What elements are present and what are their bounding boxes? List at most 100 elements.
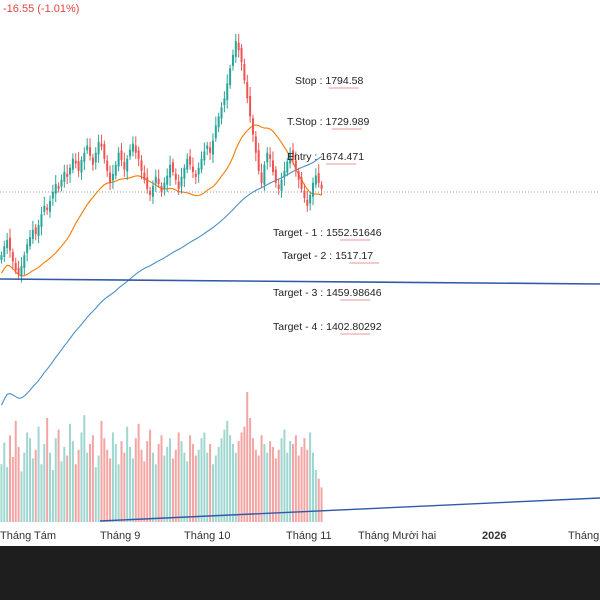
level-label-t-stop: T.Stop : 1729.989 [287, 116, 369, 128]
volume-bar [163, 455, 166, 522]
candle-body [300, 177, 303, 189]
volume-bar [126, 426, 129, 522]
candle-body [243, 64, 246, 81]
volume-bar [6, 467, 9, 522]
candle-body [91, 157, 94, 165]
volume-bar [251, 438, 254, 522]
volume-bar [169, 438, 172, 522]
candle-body [174, 173, 177, 180]
candle-body [51, 191, 54, 199]
candle-body [31, 229, 34, 239]
volume-bar [3, 442, 6, 522]
volume-bar [31, 458, 34, 522]
volume-bar [134, 438, 137, 522]
candle-body [257, 150, 260, 171]
trendline-lower[interactable] [99, 497, 600, 522]
volume-bar [151, 452, 154, 522]
volume-bar [120, 441, 123, 522]
volume-bar [40, 464, 43, 522]
volume-bar [100, 420, 103, 522]
candle-body [246, 82, 249, 99]
volume-bar [54, 438, 57, 522]
volume-bar [89, 444, 92, 522]
candle-body [251, 118, 254, 135]
candle-body [317, 173, 320, 183]
candle-body [200, 158, 203, 170]
volume-bar [314, 470, 317, 522]
volume-bar [309, 432, 312, 522]
candle-body [197, 167, 200, 175]
candle-body [140, 160, 143, 171]
candle-body [103, 144, 106, 159]
volume-bar [277, 449, 280, 522]
x-tick-label: Tháng 9 [100, 530, 140, 542]
volume-bar [303, 438, 306, 522]
volume-bar [240, 432, 243, 522]
candle-body [26, 244, 29, 253]
trendline-horizontal[interactable] [0, 278, 600, 285]
candle-body [320, 184, 323, 189]
candle-body [271, 160, 274, 172]
candle-body [214, 125, 217, 139]
candle-body [137, 150, 140, 159]
volume-bar [191, 444, 194, 522]
candle-body [143, 172, 146, 180]
volume-bar [69, 423, 72, 522]
candle-body [123, 161, 126, 170]
volume-bar [211, 464, 214, 522]
x-tick-label: Tháng Tám [0, 530, 56, 542]
volume-bar [266, 452, 269, 522]
volume-bar [197, 449, 200, 522]
volume-bar [111, 432, 114, 522]
candle-body [20, 266, 23, 277]
volume-bar [11, 457, 14, 522]
candle-body [149, 190, 152, 195]
candle-body [100, 143, 103, 147]
candle-body [160, 185, 163, 192]
volume-bar [206, 452, 209, 522]
volume-bar [209, 444, 212, 522]
candle-body [183, 167, 186, 179]
volume-bar [243, 426, 246, 522]
candle-body [306, 199, 309, 206]
volume-bar [291, 444, 294, 522]
volume-bar [14, 420, 17, 522]
candle-body [106, 160, 109, 171]
candle-body [86, 145, 89, 151]
volume-bar [320, 487, 323, 522]
candle-body [231, 54, 234, 66]
volume-bar [234, 452, 237, 522]
price-chart[interactable]: Stop : 1794.58 T.Stop : 1729.989 Entry : 1… [0, 0, 600, 546]
volume-bar [274, 458, 277, 522]
volume-bar [269, 441, 272, 522]
candle-body [126, 158, 129, 172]
candle-body [274, 169, 277, 183]
candle-body [254, 136, 257, 153]
level-label-target-2: Target - 2 : 1517.17 [282, 250, 373, 262]
volume-bar [114, 444, 117, 522]
volume-bar [246, 392, 249, 522]
candle-body [43, 205, 46, 212]
volume-bar [289, 441, 292, 522]
volume-bar [177, 432, 180, 522]
volume-bar [203, 432, 206, 522]
volume-bar [109, 458, 112, 522]
volume-bar [17, 446, 20, 522]
x-tick-label: Tháng [568, 530, 599, 542]
volume-bar [29, 438, 32, 522]
volume-bar [260, 435, 263, 522]
candle-body [211, 140, 214, 155]
candle-body [37, 225, 40, 236]
candle-body [286, 161, 289, 173]
volume-bar [171, 458, 174, 522]
candle-body [60, 179, 63, 187]
volume-bar [60, 461, 63, 522]
candle-body [189, 156, 192, 165]
volume-bar [283, 429, 286, 522]
candle-body [29, 237, 32, 247]
volume-bar [46, 418, 49, 522]
candle-body [180, 176, 183, 187]
volume-bar [74, 464, 77, 522]
candle-body [94, 152, 97, 163]
candle-body [57, 185, 60, 189]
